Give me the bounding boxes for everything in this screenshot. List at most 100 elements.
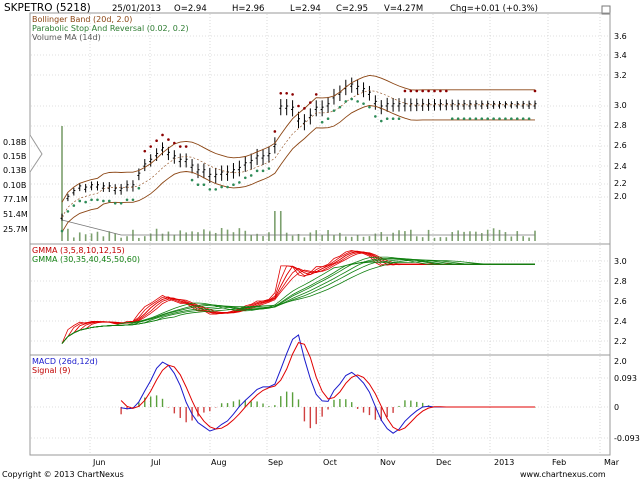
psar-dot xyxy=(480,117,484,121)
x-tick-label: 2013 xyxy=(494,458,514,467)
volume-bar xyxy=(232,232,235,241)
macd-histogram-bar xyxy=(404,400,406,407)
macd-histogram-bar xyxy=(356,407,359,409)
psar-dot xyxy=(303,107,306,110)
macd-tick: -0.093 xyxy=(614,434,640,443)
psar-dot xyxy=(356,100,359,103)
settings-box[interactable] xyxy=(601,5,611,15)
psar-dot xyxy=(84,200,87,204)
psar-dot xyxy=(338,105,342,109)
psar-dot xyxy=(456,117,460,121)
macd-histogram-bar xyxy=(285,391,288,407)
psar-dot xyxy=(232,183,235,187)
psar-dot xyxy=(178,145,182,148)
gmma-series-layer xyxy=(61,249,535,344)
macd-histogram-bar xyxy=(232,401,235,407)
psar-dot xyxy=(143,149,147,153)
x-tick-label: Nov xyxy=(380,458,396,467)
macd-histogram-bar xyxy=(215,407,217,408)
x-tick-label: Jun xyxy=(92,458,106,467)
volume-bar xyxy=(362,236,365,241)
volume-bar xyxy=(504,232,507,241)
macd-histogram-bar xyxy=(362,407,365,413)
price-axis: 3.6 3.4 3.2 3.0 2.8 2.6 2.4 2.2 2.0 xyxy=(614,32,627,201)
volume-bar xyxy=(433,237,436,241)
psar-dot xyxy=(167,138,170,141)
psar-dot xyxy=(255,169,259,173)
volume-bar xyxy=(244,230,247,241)
psar-dot xyxy=(273,130,277,133)
psar-dot xyxy=(108,199,111,203)
gmma-axis: 3.0 2.8 2.6 2.4 2.2 2.0 xyxy=(614,257,627,366)
volume-bar xyxy=(279,211,282,241)
psar-dot xyxy=(533,89,537,93)
macd-histogram-bar xyxy=(149,396,152,407)
volume-bar xyxy=(350,236,353,241)
gmma-tick: 2.2 xyxy=(614,337,627,346)
legend-gmma-long: GMMA (30,35,40,45,50,60) xyxy=(32,255,140,264)
macd-histogram-bar xyxy=(421,402,424,407)
macd-histogram-bar xyxy=(339,399,341,407)
psar-dot xyxy=(379,119,383,123)
volume-bar xyxy=(368,236,371,241)
macd-histogram-bar xyxy=(416,401,418,407)
x-tick-label: Aug xyxy=(211,458,227,467)
macd-histogram-bar xyxy=(345,399,347,407)
price-tick: 2.2 xyxy=(614,179,627,188)
macd-histogram-bar xyxy=(155,395,158,407)
psar-dot xyxy=(208,188,212,191)
volume-bar xyxy=(398,230,400,241)
price-tick: 2.6 xyxy=(614,141,627,150)
volume-bar xyxy=(220,228,223,241)
volume-bar xyxy=(143,236,146,241)
macd-histogram-bar xyxy=(173,407,176,414)
volume-bar xyxy=(445,237,448,241)
header-date: 25/01/2013 xyxy=(112,4,161,14)
macd-histogram-bar xyxy=(250,401,252,407)
macd-histogram-bar xyxy=(185,407,187,423)
bollinger-mid xyxy=(61,90,535,218)
volume-bar xyxy=(510,236,513,241)
gmma-tick: 3.0 xyxy=(614,257,627,266)
psar-dot xyxy=(409,89,413,93)
psar-dot xyxy=(332,109,336,112)
price-tick: 3.0 xyxy=(614,101,627,110)
psar-dot xyxy=(173,141,176,145)
volume-bar xyxy=(78,232,81,241)
psar-dot xyxy=(190,178,194,182)
macd-histogram-bar xyxy=(351,402,353,407)
volume-bar xyxy=(321,234,323,241)
volume-bar xyxy=(285,232,288,241)
volume-bar xyxy=(108,231,111,241)
psar-dot xyxy=(66,210,70,213)
volume-bar xyxy=(214,232,217,241)
volume-bar xyxy=(120,237,122,241)
macd-histogram-bar xyxy=(410,400,412,407)
psar-dot xyxy=(527,117,531,121)
psar-dot xyxy=(60,229,64,233)
psar-dot xyxy=(474,117,478,121)
psar-dot xyxy=(385,117,389,121)
psar-dot xyxy=(196,183,200,187)
psar-dot xyxy=(344,100,348,103)
macd-axis: 0.093 0 -0.093 xyxy=(614,374,640,443)
psar-dot xyxy=(184,145,188,148)
macd-histogram-bar xyxy=(380,407,382,421)
volume-bar xyxy=(268,232,270,241)
macd-histogram-bar xyxy=(280,396,282,407)
psar-dot xyxy=(220,185,223,189)
macd-histogram-bar xyxy=(386,407,388,418)
volume-bar xyxy=(356,234,359,241)
volume-bar xyxy=(327,230,329,241)
macd-histogram-bar xyxy=(262,403,264,407)
bollinger-upper xyxy=(61,74,535,203)
gmma-short-line xyxy=(61,252,535,344)
psar-dot xyxy=(297,104,300,108)
price-tick: 3.2 xyxy=(614,71,627,80)
psar-dot xyxy=(515,117,519,121)
volume-bar xyxy=(345,236,347,241)
macd-line xyxy=(121,334,535,434)
psar-dot xyxy=(137,186,141,190)
macd-histogram-bar xyxy=(167,407,170,408)
psar-dot xyxy=(510,117,513,121)
